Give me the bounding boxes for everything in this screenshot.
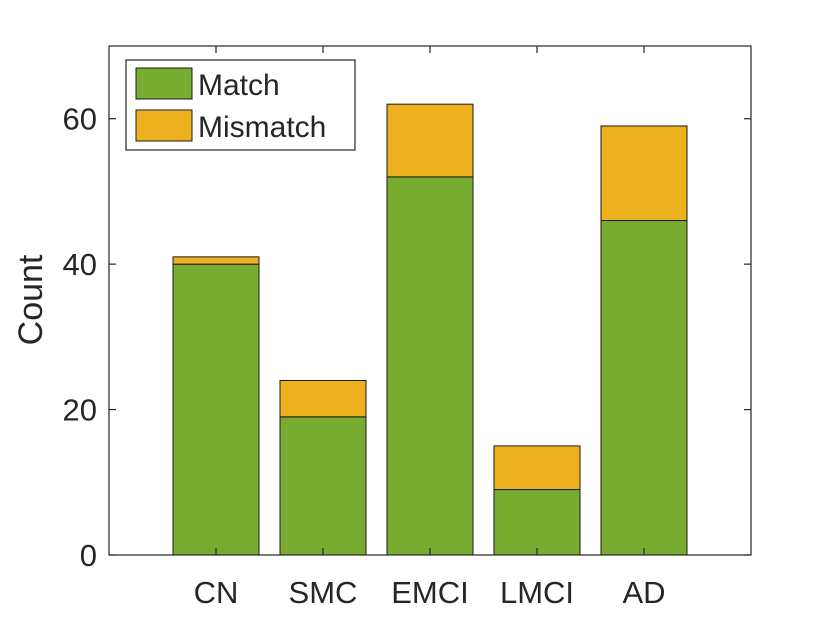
bars-group [172, 103, 688, 556]
x-tick-label: SMC [289, 575, 358, 610]
bar-mismatch-ad [600, 125, 688, 222]
bar-match-emci [386, 176, 474, 556]
y-tick-label: 40 [63, 247, 97, 282]
y-tick-label: 60 [63, 102, 97, 137]
axes-box [108, 45, 752, 556]
x-tick-label: CN [194, 575, 239, 610]
y-axis-label: Count [12, 254, 50, 345]
legend: Match Mismatch [125, 59, 356, 151]
legend-label-mismatch: Mismatch [198, 111, 326, 144]
bar-mismatch-lmci [493, 445, 581, 491]
legend-swatch-mismatch [135, 109, 193, 142]
bar-mismatch-cn [172, 256, 260, 265]
y-tick-label: 20 [63, 393, 97, 428]
y-tick-label: 0 [80, 538, 97, 573]
y-axis-ticks: 0 20 40 60 [63, 102, 751, 573]
bar-mismatch-emci [386, 103, 474, 178]
bar-match-cn [172, 263, 260, 556]
bar-match-lmci [493, 489, 581, 556]
bar-match-ad [600, 220, 688, 556]
bar-mismatch-smc [279, 379, 367, 418]
x-tick-label: LMCI [500, 575, 574, 610]
legend-swatch-match [135, 67, 193, 100]
x-tick-label: EMCI [391, 575, 469, 610]
bar-match-smc [279, 416, 367, 556]
x-axis-ticks: CN SMC EMCI LMCI AD [194, 46, 666, 610]
legend-label-match: Match [198, 69, 280, 102]
x-tick-label: AD [622, 575, 665, 610]
